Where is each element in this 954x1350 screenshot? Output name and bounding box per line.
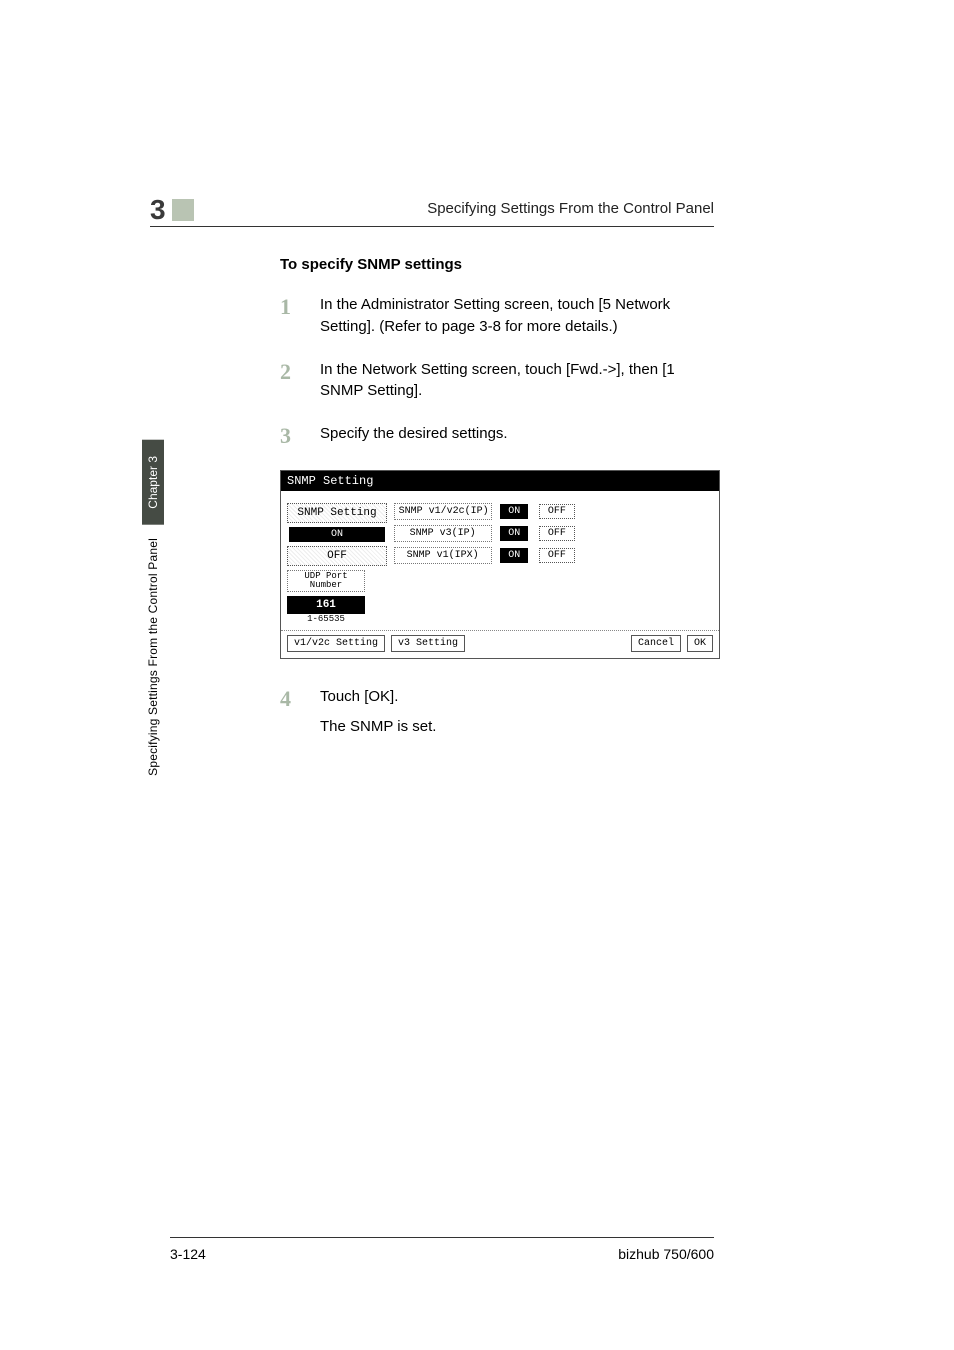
step-text-line: Touch [OK].: [320, 686, 714, 708]
running-title: Specifying Settings From the Control Pan…: [427, 200, 714, 217]
side-tab: Chapter 3 Specifying Settings From the C…: [138, 440, 168, 781]
screenshot-bottom-row: v1/v2c Setting v3 Setting Cancel OK: [281, 630, 719, 658]
ok-button[interactable]: OK: [687, 635, 713, 652]
on-button[interactable]: ON: [500, 548, 528, 563]
screenshot-right-col: UDP Port Number 161 1-65535: [287, 570, 365, 624]
cancel-button[interactable]: Cancel: [631, 635, 681, 652]
protocol-label: SNMP v3(IP): [394, 525, 492, 542]
step-text: Touch [OK]. The SNMP is set.: [320, 683, 714, 738]
screenshot-left-col: SNMP Setting ON OFF: [287, 499, 387, 570]
side-tab-chip: Chapter 3: [142, 440, 164, 525]
off-button[interactable]: OFF: [539, 504, 575, 519]
step-4: 4 Touch [OK]. The SNMP is set.: [280, 683, 714, 738]
udp-port-range: 1-65535: [287, 614, 365, 624]
chapter-marker: 3: [150, 194, 194, 226]
device-screenshot: SNMP Setting SNMP Setting ON OFF SNMP v1…: [280, 470, 720, 659]
on-button[interactable]: ON: [500, 504, 528, 519]
v3-setting-button[interactable]: v3 Setting: [391, 635, 465, 652]
step-number: 4: [280, 683, 300, 738]
off-button[interactable]: OFF: [539, 548, 575, 563]
v1v2c-setting-button[interactable]: v1/v2c Setting: [287, 635, 385, 652]
screenshot-mid-col: SNMP v1/v2c(IP) ON OFF SNMP v3(IP) ON OF…: [394, 499, 634, 568]
protocol-label: SNMP v1/v2c(IP): [394, 503, 492, 520]
page-number: 3-124: [170, 1246, 206, 1262]
footer-rule: [170, 1237, 714, 1238]
udp-port-label: UDP Port Number: [287, 570, 365, 592]
body: To specify SNMP settings 1 In the Admini…: [280, 256, 714, 755]
section-heading: To specify SNMP settings: [280, 256, 714, 273]
chapter-square-icon: [172, 199, 194, 221]
off-button[interactable]: OFF: [287, 546, 387, 566]
step-text: In the Administrator Setting screen, tou…: [320, 291, 714, 338]
on-button[interactable]: ON: [289, 527, 385, 542]
step-1: 1 In the Administrator Setting screen, t…: [280, 291, 714, 338]
step-text: Specify the desired settings.: [320, 420, 714, 452]
protocol-row: SNMP v3(IP) ON OFF: [394, 524, 634, 543]
on-button[interactable]: ON: [500, 526, 528, 541]
protocol-row: SNMP v1/v2c(IP) ON OFF: [394, 502, 634, 521]
step-number: 1: [280, 291, 300, 338]
off-button[interactable]: OFF: [539, 526, 575, 541]
udp-port-value[interactable]: 161: [287, 596, 365, 614]
step-result: The SNMP is set.: [320, 716, 714, 738]
header-rule: [150, 226, 714, 227]
side-tab-label: Specifying Settings From the Control Pan…: [146, 538, 160, 776]
chapter-number: 3: [150, 194, 166, 226]
page: 3 Specifying Settings From the Control P…: [0, 0, 954, 1350]
screenshot-panel: SNMP Setting ON OFF SNMP v1/v2c(IP) ON O…: [281, 491, 719, 630]
step-3: 3 Specify the desired settings.: [280, 420, 714, 452]
step-2: 2 In the Network Setting screen, touch […: [280, 356, 714, 403]
step-number: 3: [280, 420, 300, 452]
step-text: In the Network Setting screen, touch [Fw…: [320, 356, 714, 403]
protocol-row: SNMP v1(IPX) ON OFF: [394, 546, 634, 565]
snmp-setting-button[interactable]: SNMP Setting: [287, 503, 387, 523]
model-name: bizhub 750/600: [618, 1246, 714, 1262]
screenshot-titlebar: SNMP Setting: [281, 471, 719, 491]
protocol-label: SNMP v1(IPX): [394, 547, 492, 564]
step-number: 2: [280, 356, 300, 403]
